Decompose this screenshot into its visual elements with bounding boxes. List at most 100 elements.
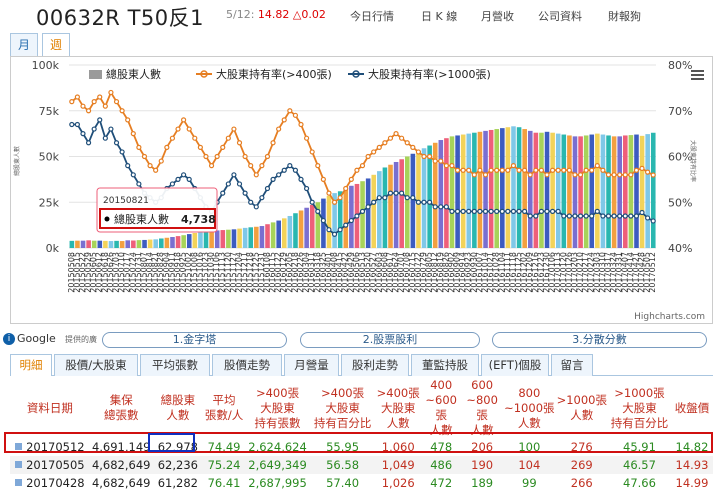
- line-400-point: [382, 140, 388, 146]
- col-header-close: 收盤價: [671, 378, 713, 438]
- bar-series: [69, 126, 656, 248]
- line-1000-point: [186, 176, 192, 182]
- line-1000-point: [650, 218, 656, 224]
- bar: [432, 142, 438, 248]
- x-tick-label: 20150911: [167, 252, 176, 293]
- nav-company-info[interactable]: 公司資料: [538, 10, 582, 23]
- tab-comments[interactable]: 留言: [551, 354, 593, 376]
- tab-price-trend[interactable]: 股價走勢: [212, 354, 282, 376]
- line-1000-point: [404, 195, 410, 201]
- line-1000-point: [281, 167, 287, 173]
- line-1000-point: [432, 204, 438, 210]
- line-1000-point: [477, 208, 483, 214]
- nav-daily-k[interactable]: 日 K 線: [421, 10, 458, 23]
- table-row[interactable]: 20170428 4,682,649 61,282 76.41 2,687,99…: [10, 474, 713, 492]
- cell-400-pct: 55.95: [326, 440, 360, 454]
- bar: [248, 227, 254, 248]
- dropdown-distribution-score[interactable]: 3.分散分數: [492, 332, 707, 348]
- tab-monthly-volume[interactable]: 月營量: [284, 354, 339, 376]
- bar: [611, 136, 617, 248]
- x-tick-label: 20161014: [481, 252, 490, 293]
- bar: [645, 134, 650, 248]
- x-tick-label: 20161202: [520, 252, 529, 293]
- line-1000-point: [169, 181, 176, 187]
- bar: [382, 167, 388, 248]
- table-row[interactable]: 20170505 4,682,649 62,236 75.24 2,649,34…: [10, 456, 713, 474]
- line-400-point: [102, 103, 108, 109]
- x-tick-label: 20150508: [67, 252, 76, 293]
- cell-1000-pct: 47.66: [623, 476, 656, 490]
- nav-statement-dog[interactable]: 財報狗: [608, 10, 641, 23]
- line-400-point: [371, 149, 377, 155]
- nav-monthly-revenue[interactable]: 月營收: [481, 10, 514, 23]
- chart-credit[interactable]: Highcharts.com: [634, 312, 705, 322]
- line-400-point: [343, 185, 349, 192]
- bar: [583, 135, 589, 248]
- bar: [315, 202, 321, 248]
- bar: [343, 188, 349, 248]
- tab-price-major[interactable]: 股價/大股東: [54, 354, 138, 376]
- detail-tabs: 明細 股價/大股東 平均張數 股價走勢 月營量 股利走勢 董監持股 (EFT)個…: [10, 352, 713, 376]
- dropdown-stock-dividend[interactable]: 2.股票股利: [300, 332, 480, 348]
- line-1000-point: [119, 149, 125, 155]
- bar: [304, 207, 309, 248]
- chart-menu-icon[interactable]: [691, 70, 704, 80]
- line-1000-point: [108, 126, 114, 132]
- line-400-point: [130, 131, 136, 137]
- bar: [634, 134, 639, 248]
- tab-director-holdings[interactable]: 董監持股: [411, 354, 479, 376]
- line-400-point: [181, 117, 187, 123]
- cell-800-1000: 100: [518, 440, 541, 454]
- x-tick-label: 20170414: [626, 252, 635, 293]
- bar: [287, 215, 293, 248]
- line-400-point: [421, 153, 427, 160]
- x-tick-label: 20161007: [475, 252, 484, 293]
- header-line: 800: [518, 385, 541, 400]
- line-400-point: [225, 135, 231, 141]
- row-marker: [15, 461, 23, 468]
- x-tick-label: 20160914: [458, 252, 467, 293]
- bar: [449, 136, 455, 248]
- tab-etf-stocks[interactable]: (EFT)個股: [481, 354, 549, 376]
- cell-400-600: 478: [430, 440, 453, 454]
- tab-detail[interactable]: 明細: [10, 354, 52, 376]
- tab-month[interactable]: 月: [10, 33, 38, 57]
- row-marker: [15, 479, 23, 486]
- table-row[interactable]: 20170512 4,691,149 62,978 74.49 2,624,62…: [10, 438, 713, 456]
- cell-600-800: 206: [471, 440, 494, 454]
- line-1000-point: [85, 140, 92, 146]
- tab-avg-lots[interactable]: 平均張數: [140, 354, 210, 376]
- nav-today-quote[interactable]: 今日行情: [350, 10, 394, 23]
- line-1000-point: [337, 227, 343, 233]
- bar: [416, 151, 421, 248]
- line-400-point: [326, 190, 332, 196]
- line-400-point: [203, 153, 209, 160]
- page-title: 00632R T50反1: [36, 6, 204, 30]
- tab-week[interactable]: 週: [42, 33, 70, 57]
- line-1000-point: [348, 217, 354, 224]
- line-400-point: [108, 89, 114, 96]
- bar: [438, 140, 444, 248]
- tab-dividend-trend[interactable]: 股利走勢: [341, 354, 409, 376]
- x-tick-label: 20170505: [643, 252, 652, 293]
- x-tick-label: 20150529: [84, 252, 93, 293]
- bar: [309, 204, 315, 248]
- line-400-point: [572, 172, 578, 178]
- line-400-point: [538, 167, 544, 173]
- info-icon: i: [3, 333, 15, 345]
- cell-400-lots: 2,687,995: [248, 476, 307, 490]
- line-1000-point: [505, 208, 511, 214]
- bar: [175, 236, 181, 248]
- line-1000-point: [343, 222, 349, 228]
- bar: [483, 130, 488, 248]
- cell-1000-pct: 45.91: [623, 440, 656, 454]
- dropdown-pyramid[interactable]: 1.金字塔: [102, 332, 287, 348]
- x-tick-label: 20150918: [173, 252, 182, 293]
- header-line: 張數/人: [204, 408, 244, 422]
- bar: [220, 230, 226, 248]
- cell-1000-count: 276: [570, 440, 593, 454]
- col-header-400-pct: >400張 大股東 持有百分比: [310, 378, 375, 438]
- line-1000-point: [494, 208, 500, 214]
- header-line: 大股東: [380, 400, 416, 415]
- bar: [527, 130, 533, 248]
